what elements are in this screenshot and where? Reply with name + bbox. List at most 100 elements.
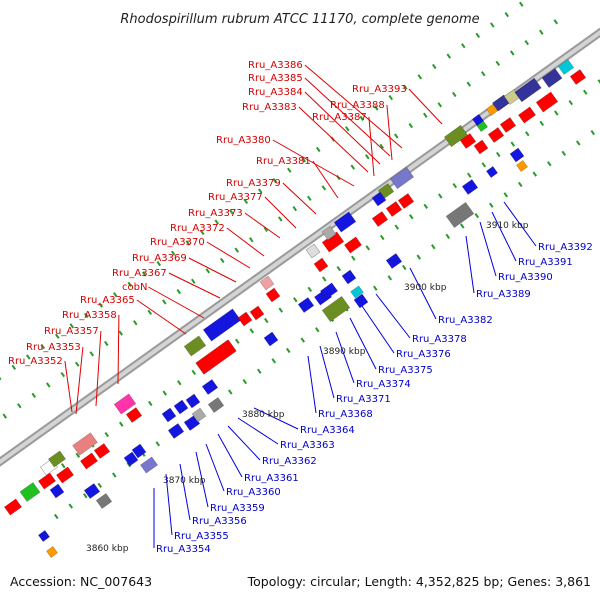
scale-tick xyxy=(460,43,466,49)
scale-tick xyxy=(16,403,22,409)
gene-feature xyxy=(516,160,528,172)
gene-feature xyxy=(319,282,339,300)
gene-feature xyxy=(514,77,542,103)
leader-line xyxy=(168,272,221,299)
scale-tick xyxy=(314,327,320,333)
gene-label-reverse[interactable]: Rru_A3375 xyxy=(378,365,433,376)
leader-line xyxy=(307,355,317,414)
leader-line xyxy=(491,211,517,262)
leader-line xyxy=(375,293,411,339)
scale-tick xyxy=(74,361,80,367)
gene-label-forward[interactable]: Rru_A3380 xyxy=(216,135,271,146)
gene-label-reverse[interactable]: Rru_A3368 xyxy=(318,409,373,420)
leader-line xyxy=(217,433,243,478)
scale-tick xyxy=(438,193,443,199)
gene-label-reverse[interactable]: Rru_A3389 xyxy=(476,289,531,300)
scale-tick xyxy=(350,164,356,170)
gene-label-forward[interactable]: Rru_A3384 xyxy=(248,87,303,98)
gene-label-forward[interactable]: Rru_A3357 xyxy=(44,326,99,337)
scale-tick xyxy=(503,192,509,198)
scale-tick xyxy=(481,162,487,168)
gene-label-reverse[interactable]: Rru_A3359 xyxy=(210,503,265,514)
gene-label-forward[interactable]: Rru_A3379 xyxy=(226,178,281,189)
scale-tick xyxy=(401,264,407,271)
gene-feature xyxy=(3,498,23,516)
gene-label-forward[interactable]: Rru_A3383 xyxy=(242,102,297,113)
scale-tick xyxy=(379,143,385,149)
scale-tick xyxy=(423,203,429,209)
scale-tick xyxy=(228,389,233,395)
leader-line xyxy=(409,267,437,320)
gene-label-reverse[interactable]: Rru_A3364 xyxy=(300,425,355,436)
scale-tick xyxy=(46,382,51,388)
gene-feature xyxy=(95,493,113,509)
gene-label-reverse[interactable]: Rru_A3382 xyxy=(438,315,493,326)
gene-feature xyxy=(38,530,50,542)
gene-label-forward[interactable]: Rru_A3386 xyxy=(248,60,303,71)
gene-label-reverse[interactable]: Rru_A3390 xyxy=(498,272,553,283)
gene-label-reverse[interactable]: Rru_A3356 xyxy=(192,516,247,527)
gene-feature xyxy=(46,546,58,558)
gene-feature xyxy=(557,59,575,75)
scale-tick xyxy=(141,271,147,277)
gene-label-forward[interactable]: cobN xyxy=(122,282,147,293)
gene-feature xyxy=(265,287,281,303)
scale-tick xyxy=(162,299,167,305)
scale-tick xyxy=(504,11,510,18)
gene-feature xyxy=(333,211,357,233)
gene-label-reverse[interactable]: Rru_A3374 xyxy=(356,379,411,390)
gene-label-forward[interactable]: Rru_A3388 xyxy=(330,100,385,111)
gene-label-reverse[interactable]: Rru_A3362 xyxy=(262,456,317,467)
gene-label-reverse[interactable]: Rru_A3392 xyxy=(538,242,593,253)
gene-label-forward[interactable]: Rru_A3353 xyxy=(26,342,81,353)
gene-label-forward[interactable]: Rru_A3352 xyxy=(8,356,63,367)
gene-label-forward[interactable]: Rru_A3385 xyxy=(248,73,303,84)
scale-tick xyxy=(68,503,74,509)
gene-feature xyxy=(353,293,369,309)
gene-label-reverse[interactable]: Rru_A3355 xyxy=(174,531,229,542)
gene-label-forward[interactable]: Rru_A3370 xyxy=(150,237,205,248)
scale-tick xyxy=(430,244,436,250)
scale-tick xyxy=(432,63,437,70)
gene-feature xyxy=(37,472,57,490)
gene-feature xyxy=(459,133,477,149)
gene-feature xyxy=(486,166,498,178)
scale-label: 3890 kbp xyxy=(323,347,366,357)
gene-label-reverse[interactable]: Rru_A3363 xyxy=(280,440,335,451)
gene-label-reverse[interactable]: Rru_A3378 xyxy=(412,334,467,345)
gene-feature xyxy=(83,483,101,499)
gene-label-forward[interactable]: Rru_A3373 xyxy=(188,208,243,219)
gene-labels: Rru_A3352 Rru_A3353 Rru_A3357 Rru_A3358 Rru_… xyxy=(8,60,593,555)
gene-label-reverse[interactable]: Rru_A3361 xyxy=(244,473,299,484)
leader-lines xyxy=(64,64,537,548)
gene-feature xyxy=(341,269,357,285)
scale-tick xyxy=(229,209,234,215)
scale-tick xyxy=(177,380,182,386)
gene-label-reverse[interactable]: Rru_A3391 xyxy=(518,257,573,268)
gene-label-forward[interactable]: Rru_A3358 xyxy=(62,310,117,321)
gene-label-forward[interactable]: Rru_A3387 xyxy=(312,112,367,123)
gene-label-forward[interactable]: Rru_A3369 xyxy=(132,253,187,264)
scale-tick xyxy=(243,198,249,204)
leader-line xyxy=(117,314,120,385)
gene-label-forward[interactable]: Rru_A3365 xyxy=(80,295,135,306)
leader-line xyxy=(226,227,265,257)
gene-label-forward[interactable]: Rru_A3377 xyxy=(208,192,263,203)
scale-tick xyxy=(89,351,95,357)
leader-line xyxy=(165,473,173,536)
gene-label-forward[interactable]: Rru_A3367 xyxy=(112,268,167,279)
leader-line xyxy=(264,196,297,229)
scale-tick xyxy=(75,452,81,458)
gene-label-forward[interactable]: Rru_A3372 xyxy=(170,223,225,234)
leader-line xyxy=(298,106,369,173)
gene-feature xyxy=(79,452,99,470)
scale-tick xyxy=(264,317,269,324)
gene-label-reverse[interactable]: Rru_A3360 xyxy=(226,487,281,498)
gene-label-reverse[interactable]: Rru_A3371 xyxy=(336,394,391,405)
gene-label-reverse[interactable]: Rru_A3354 xyxy=(156,544,211,555)
gene-label-forward[interactable]: Rru_A3393 xyxy=(352,84,407,95)
gene-feature xyxy=(173,399,189,415)
scale-tick xyxy=(532,171,538,177)
gene-label-forward[interactable]: Rru_A3381 xyxy=(256,156,311,167)
gene-label-reverse[interactable]: Rru_A3376 xyxy=(396,349,451,360)
